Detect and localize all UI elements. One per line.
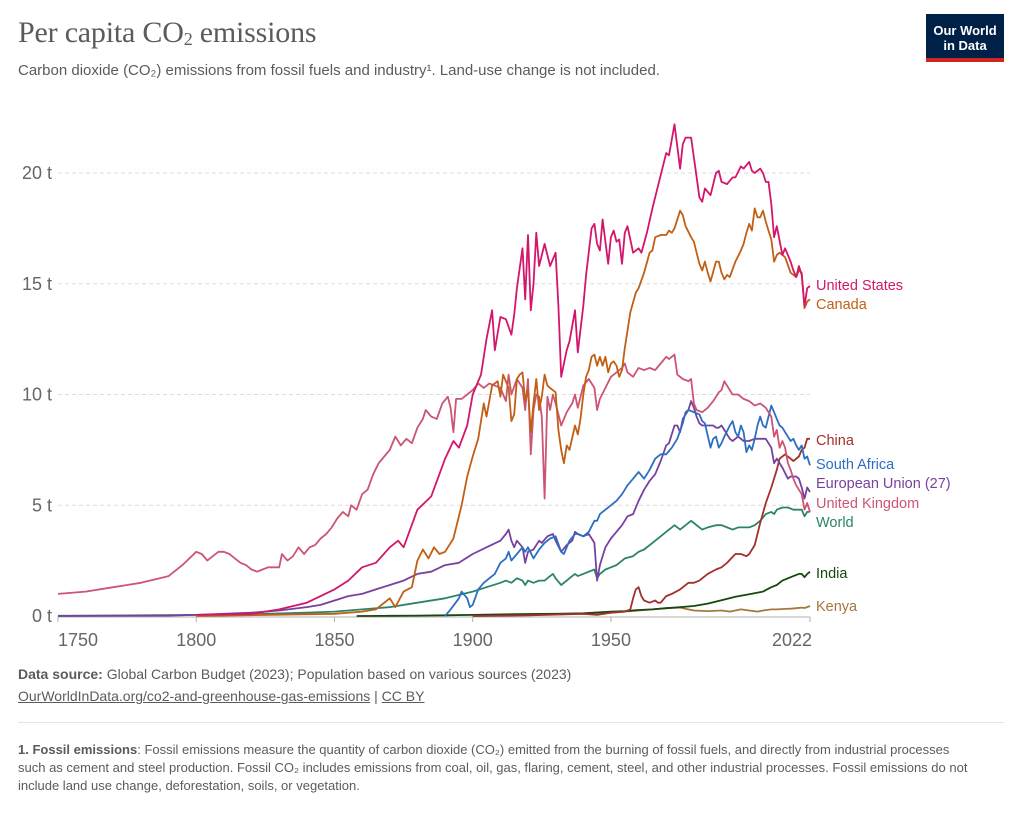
license-link[interactable]: CC BY bbox=[381, 688, 425, 704]
x-tick-label: 1750 bbox=[58, 630, 98, 650]
line-chart: 0 t 5 t 10 t 15 t 20 t 1750 1800 1850 1900 1950 2… bbox=[22, 123, 951, 650]
footnote-text: : Fossil emissions measure the quantity … bbox=[18, 742, 968, 793]
source-block: Data source: Global Carbon Budget (2023)… bbox=[18, 663, 571, 707]
series-labels: United States Canada China South Africa Euro… bbox=[816, 278, 951, 615]
series-line-china[interactable] bbox=[472, 437, 810, 617]
owid-logo[interactable]: Our World in Data bbox=[926, 14, 1004, 62]
series-line-world[interactable] bbox=[57, 506, 810, 617]
y-tick-label: 15 t bbox=[22, 274, 52, 294]
series-line-united-kingdom[interactable] bbox=[57, 353, 811, 595]
footer-divider bbox=[18, 722, 1004, 723]
gridlines bbox=[58, 172, 810, 506]
link-separator: | bbox=[370, 688, 382, 704]
series-label-united-kingdom[interactable]: United Kingdom bbox=[816, 496, 919, 512]
owid-link[interactable]: OurWorldInData.org/co2-and-greenhouse-ga… bbox=[18, 688, 371, 704]
source-text: Global Carbon Budget (2023); Population … bbox=[102, 666, 572, 682]
series-label-kenya[interactable]: Kenya bbox=[816, 599, 858, 615]
footnote-label: 1. Fossil emissions bbox=[18, 742, 138, 757]
x-tick-label: 2022 bbox=[772, 630, 812, 650]
series-label-world[interactable]: World bbox=[816, 515, 854, 531]
series-line-united-states[interactable] bbox=[196, 123, 811, 616]
y-tick-label: 0 t bbox=[32, 606, 52, 626]
series-label-united-states[interactable]: United States bbox=[816, 278, 903, 294]
series-label-canada[interactable]: Canada bbox=[816, 297, 868, 313]
series-line-south-africa[interactable] bbox=[444, 404, 811, 617]
y-tick-label: 10 t bbox=[22, 385, 52, 405]
series-lines bbox=[57, 123, 811, 617]
x-tick-label: 1950 bbox=[591, 630, 631, 650]
x-axis: 1750 1800 1850 1900 1950 2022 bbox=[57, 616, 812, 650]
series-label-india[interactable]: India bbox=[816, 566, 848, 582]
source-label: Data source: bbox=[18, 666, 103, 682]
chart-title: Per capita CO2 emissions bbox=[18, 16, 317, 49]
y-tick-label: 20 t bbox=[22, 163, 52, 183]
series-label-south-africa[interactable]: South Africa bbox=[816, 457, 895, 473]
series-line-india[interactable] bbox=[356, 570, 811, 617]
series-label-china[interactable]: China bbox=[816, 433, 855, 449]
x-tick-label: 1850 bbox=[314, 630, 354, 650]
chart-subtitle: Carbon dioxide (CO₂) emissions from foss… bbox=[18, 62, 660, 79]
footnote: 1. Fossil emissions: Fossil emissions me… bbox=[18, 741, 978, 795]
series-label-european-union-27[interactable]: European Union (27) bbox=[816, 476, 951, 492]
x-tick-label: 1800 bbox=[176, 630, 216, 650]
y-tick-label: 5 t bbox=[32, 495, 52, 515]
x-tick-label: 1900 bbox=[453, 630, 493, 650]
logo-line-2: in Data bbox=[943, 38, 987, 53]
y-axis: 0 t 5 t 10 t 15 t 20 t bbox=[22, 163, 52, 626]
logo-line-1: Our World bbox=[933, 23, 997, 38]
series-line-european-union-27[interactable] bbox=[57, 400, 811, 617]
series-line-canada[interactable] bbox=[196, 207, 811, 617]
